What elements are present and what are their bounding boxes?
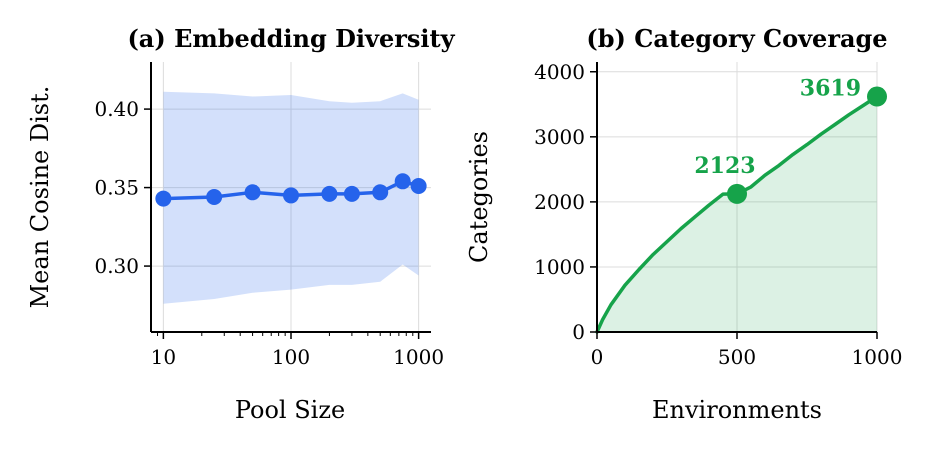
y-axis-label-a: Mean Cosine Dist. xyxy=(26,86,54,309)
y-tick-label-2: 0.40 xyxy=(94,97,139,121)
data-point-0 xyxy=(155,190,172,207)
highlight-point-0 xyxy=(727,183,747,204)
x-tick-label-1: 100 xyxy=(272,345,310,369)
x-tick-label-2: 1000 xyxy=(852,345,903,369)
data-point-1 xyxy=(206,189,223,205)
x-tick-label-2: 1000 xyxy=(393,345,444,369)
data-point-2 xyxy=(244,184,261,201)
panel-category-coverage: 0 500 1000 0 1000 2000 3000 4000 2123 3619 (b) C… xyxy=(465,24,902,424)
y-tick-label-1: 1000 xyxy=(534,255,585,279)
series-b xyxy=(595,86,887,334)
annotation-label-0: 2123 xyxy=(694,153,755,179)
y-tick-label-3: 3000 xyxy=(534,125,585,149)
area-b xyxy=(597,96,877,332)
x-tick-label-0: 10 xyxy=(151,345,176,369)
data-point-5 xyxy=(343,185,360,202)
y-tick-label-0: 0.30 xyxy=(94,254,139,278)
y-tick-label-4: 4000 xyxy=(534,60,585,84)
data-point-4 xyxy=(321,185,338,202)
y-tick-label-0: 0 xyxy=(572,320,585,344)
highlight-point-1 xyxy=(867,86,887,107)
coverage-area xyxy=(597,96,877,332)
data-point-7 xyxy=(394,173,411,190)
annotations-b: 2123 3619 xyxy=(694,76,861,179)
ticks-a: 10 100 1000 0.30 0.35 0.40 xyxy=(94,97,444,369)
data-point-6 xyxy=(372,184,389,201)
y-axis-label-b: Categories xyxy=(465,131,493,263)
chart-title-a: (a) Embedding Diversity xyxy=(127,24,455,53)
annotation-label-1: 3619 xyxy=(800,76,861,102)
chart-title-b: (b) Category Coverage xyxy=(586,24,887,53)
y-tick-label-2: 2000 xyxy=(534,190,585,214)
y-tick-label-1: 0.35 xyxy=(94,176,139,200)
panel-embedding-diversity: 10 100 1000 0.30 0.35 0.40 (a) Embedding Dive… xyxy=(26,24,456,424)
data-point-8 xyxy=(410,178,427,195)
x-axis-label-b: Environments xyxy=(652,396,822,424)
x-axis-label-a: Pool Size xyxy=(235,396,345,424)
ticks-b: 0 500 1000 0 1000 2000 3000 4000 xyxy=(534,60,902,369)
data-point-3 xyxy=(283,187,299,204)
x-tick-label-1: 500 xyxy=(718,345,756,369)
x-tick-label-0: 0 xyxy=(591,345,604,369)
series-a xyxy=(155,173,427,207)
